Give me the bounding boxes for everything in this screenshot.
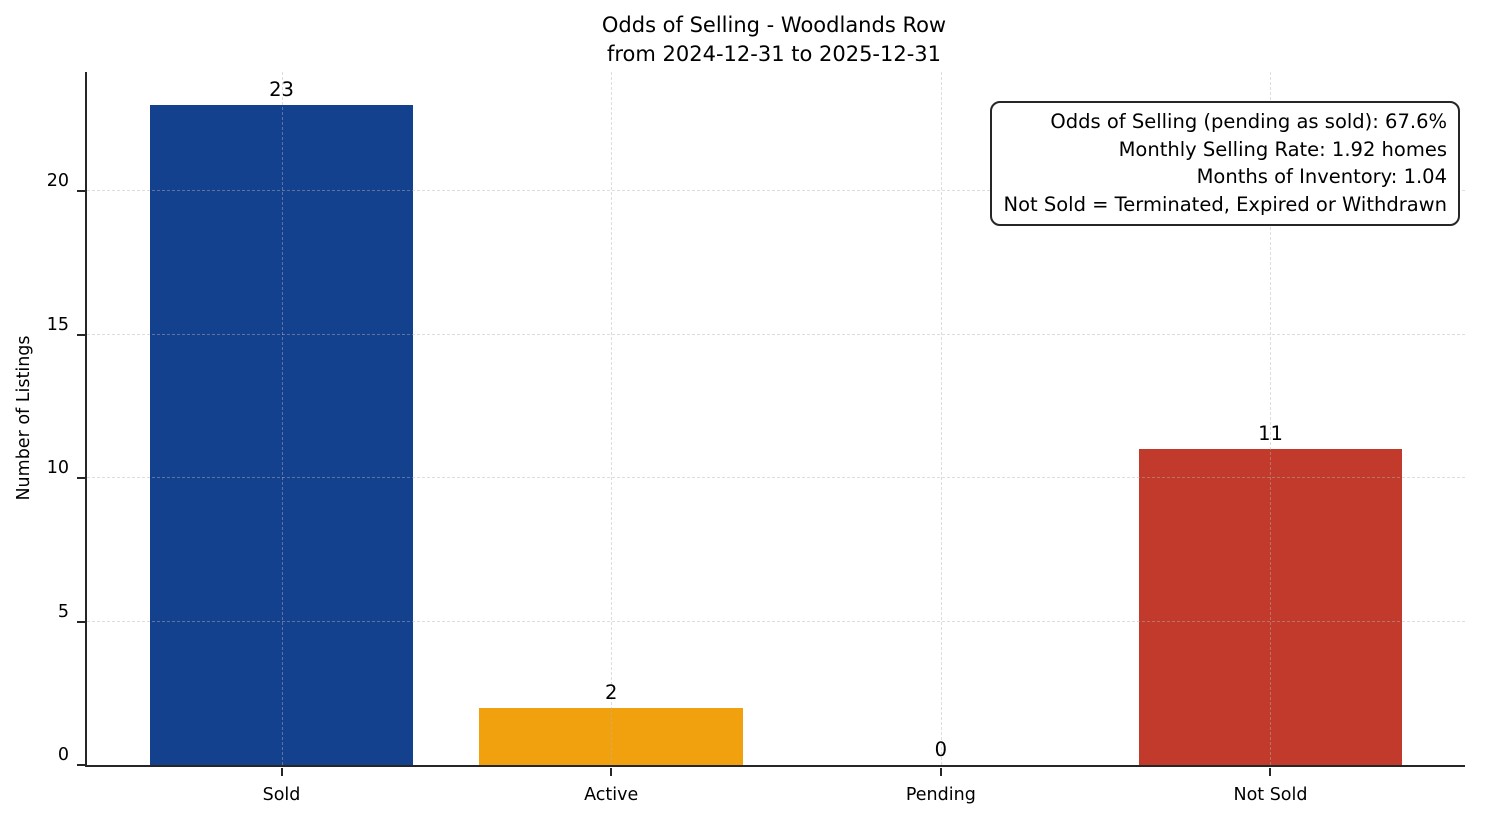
y-axis-tick bbox=[77, 477, 85, 480]
stat-months-of-inventory: Months of Inventory: 1.04 bbox=[1196, 165, 1447, 188]
bar-value-label: 2 bbox=[604, 680, 618, 704]
x-axis-tick-label: Sold bbox=[262, 785, 301, 805]
x-axis-tick bbox=[939, 767, 942, 776]
bar-value-label: 0 bbox=[934, 738, 948, 761]
x-axis-tick-label: Pending bbox=[905, 785, 976, 805]
x-axis-tick bbox=[610, 767, 613, 776]
stats-annotation-box: Odds of Selling (pending as sold): 67.6%… bbox=[990, 101, 1460, 226]
plot-area: 0 5 10 15 20 23 Sold 2 Active 0 Pending 11 Not Sold bbox=[47, 72, 1465, 805]
x-axis-tick bbox=[280, 767, 283, 776]
stat-monthly-selling-rate: Monthly Selling Rate: 1.92 homes bbox=[1118, 137, 1447, 161]
y-axis-tick bbox=[77, 333, 85, 336]
x-axis-tick bbox=[1269, 767, 1272, 776]
bar-active bbox=[479, 707, 744, 765]
vertical-gridline bbox=[940, 72, 942, 765]
y-axis-tick bbox=[77, 764, 85, 766]
x-axis-tick-label: Not Sold bbox=[1233, 785, 1308, 805]
chart-title: Odds of Selling - Woodlands Row from 202… bbox=[85, 11, 1463, 69]
chart-title-line2: from 2024-12-31 to 2025-12-31 bbox=[606, 42, 942, 66]
y-axis-tick-label: 20 bbox=[46, 171, 69, 192]
bar-value-label: 23 bbox=[269, 78, 294, 101]
y-axis-tick-label: 0 bbox=[57, 745, 69, 765]
bar-sold bbox=[149, 105, 414, 765]
stat-not-sold-definition: Not Sold = Terminated, Expired or Withdr… bbox=[1003, 192, 1447, 216]
bar-not-sold bbox=[1138, 449, 1403, 765]
y-axis-tick-label: 10 bbox=[46, 458, 69, 479]
y-axis-tick bbox=[77, 190, 85, 193]
chart-title-line1: Odds of Selling - Woodlands Row bbox=[601, 13, 947, 37]
vertical-gridline bbox=[611, 72, 613, 765]
y-axis-tick-label: 15 bbox=[46, 314, 69, 335]
bar-value-label: 11 bbox=[1258, 422, 1283, 446]
x-axis-tick-label: Active bbox=[584, 785, 639, 805]
y-axis-tick-label: 5 bbox=[57, 601, 69, 622]
y-axis-tick bbox=[77, 620, 85, 623]
stat-odds-of-selling: Odds of Selling (pending as sold): 67.6% bbox=[1050, 110, 1447, 133]
